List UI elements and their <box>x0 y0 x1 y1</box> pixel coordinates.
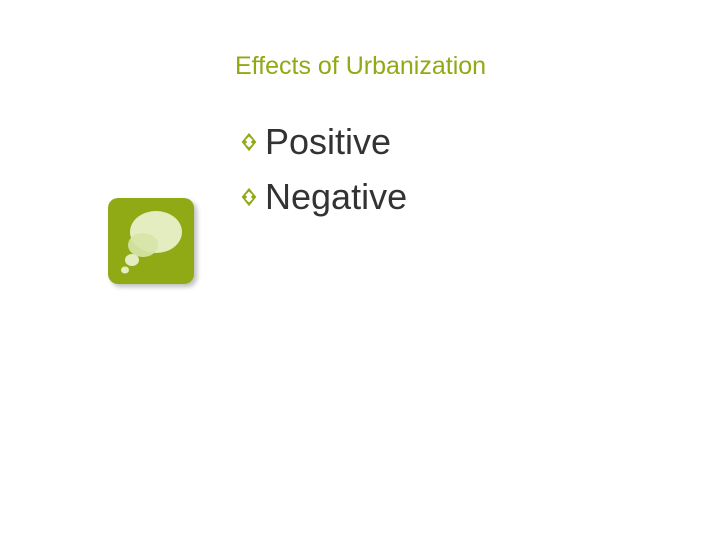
slide-container: Effects of Urbanization Positive Negativ… <box>0 0 720 540</box>
thought-bubble-badge <box>108 198 194 284</box>
bullet-text: Negative <box>265 175 407 218</box>
bullet-item: Negative <box>235 175 407 218</box>
bullet-list: Positive Negative <box>235 120 407 230</box>
thought-bubble-icon <box>108 198 194 284</box>
diamond-bullet-icon <box>235 183 263 211</box>
thought-bubble-bg <box>108 198 194 284</box>
bullet-item: Positive <box>235 120 407 163</box>
slide-title: Effects of Urbanization <box>235 52 486 81</box>
diamond-bullet-icon <box>235 128 263 156</box>
bullet-text: Positive <box>265 120 391 163</box>
